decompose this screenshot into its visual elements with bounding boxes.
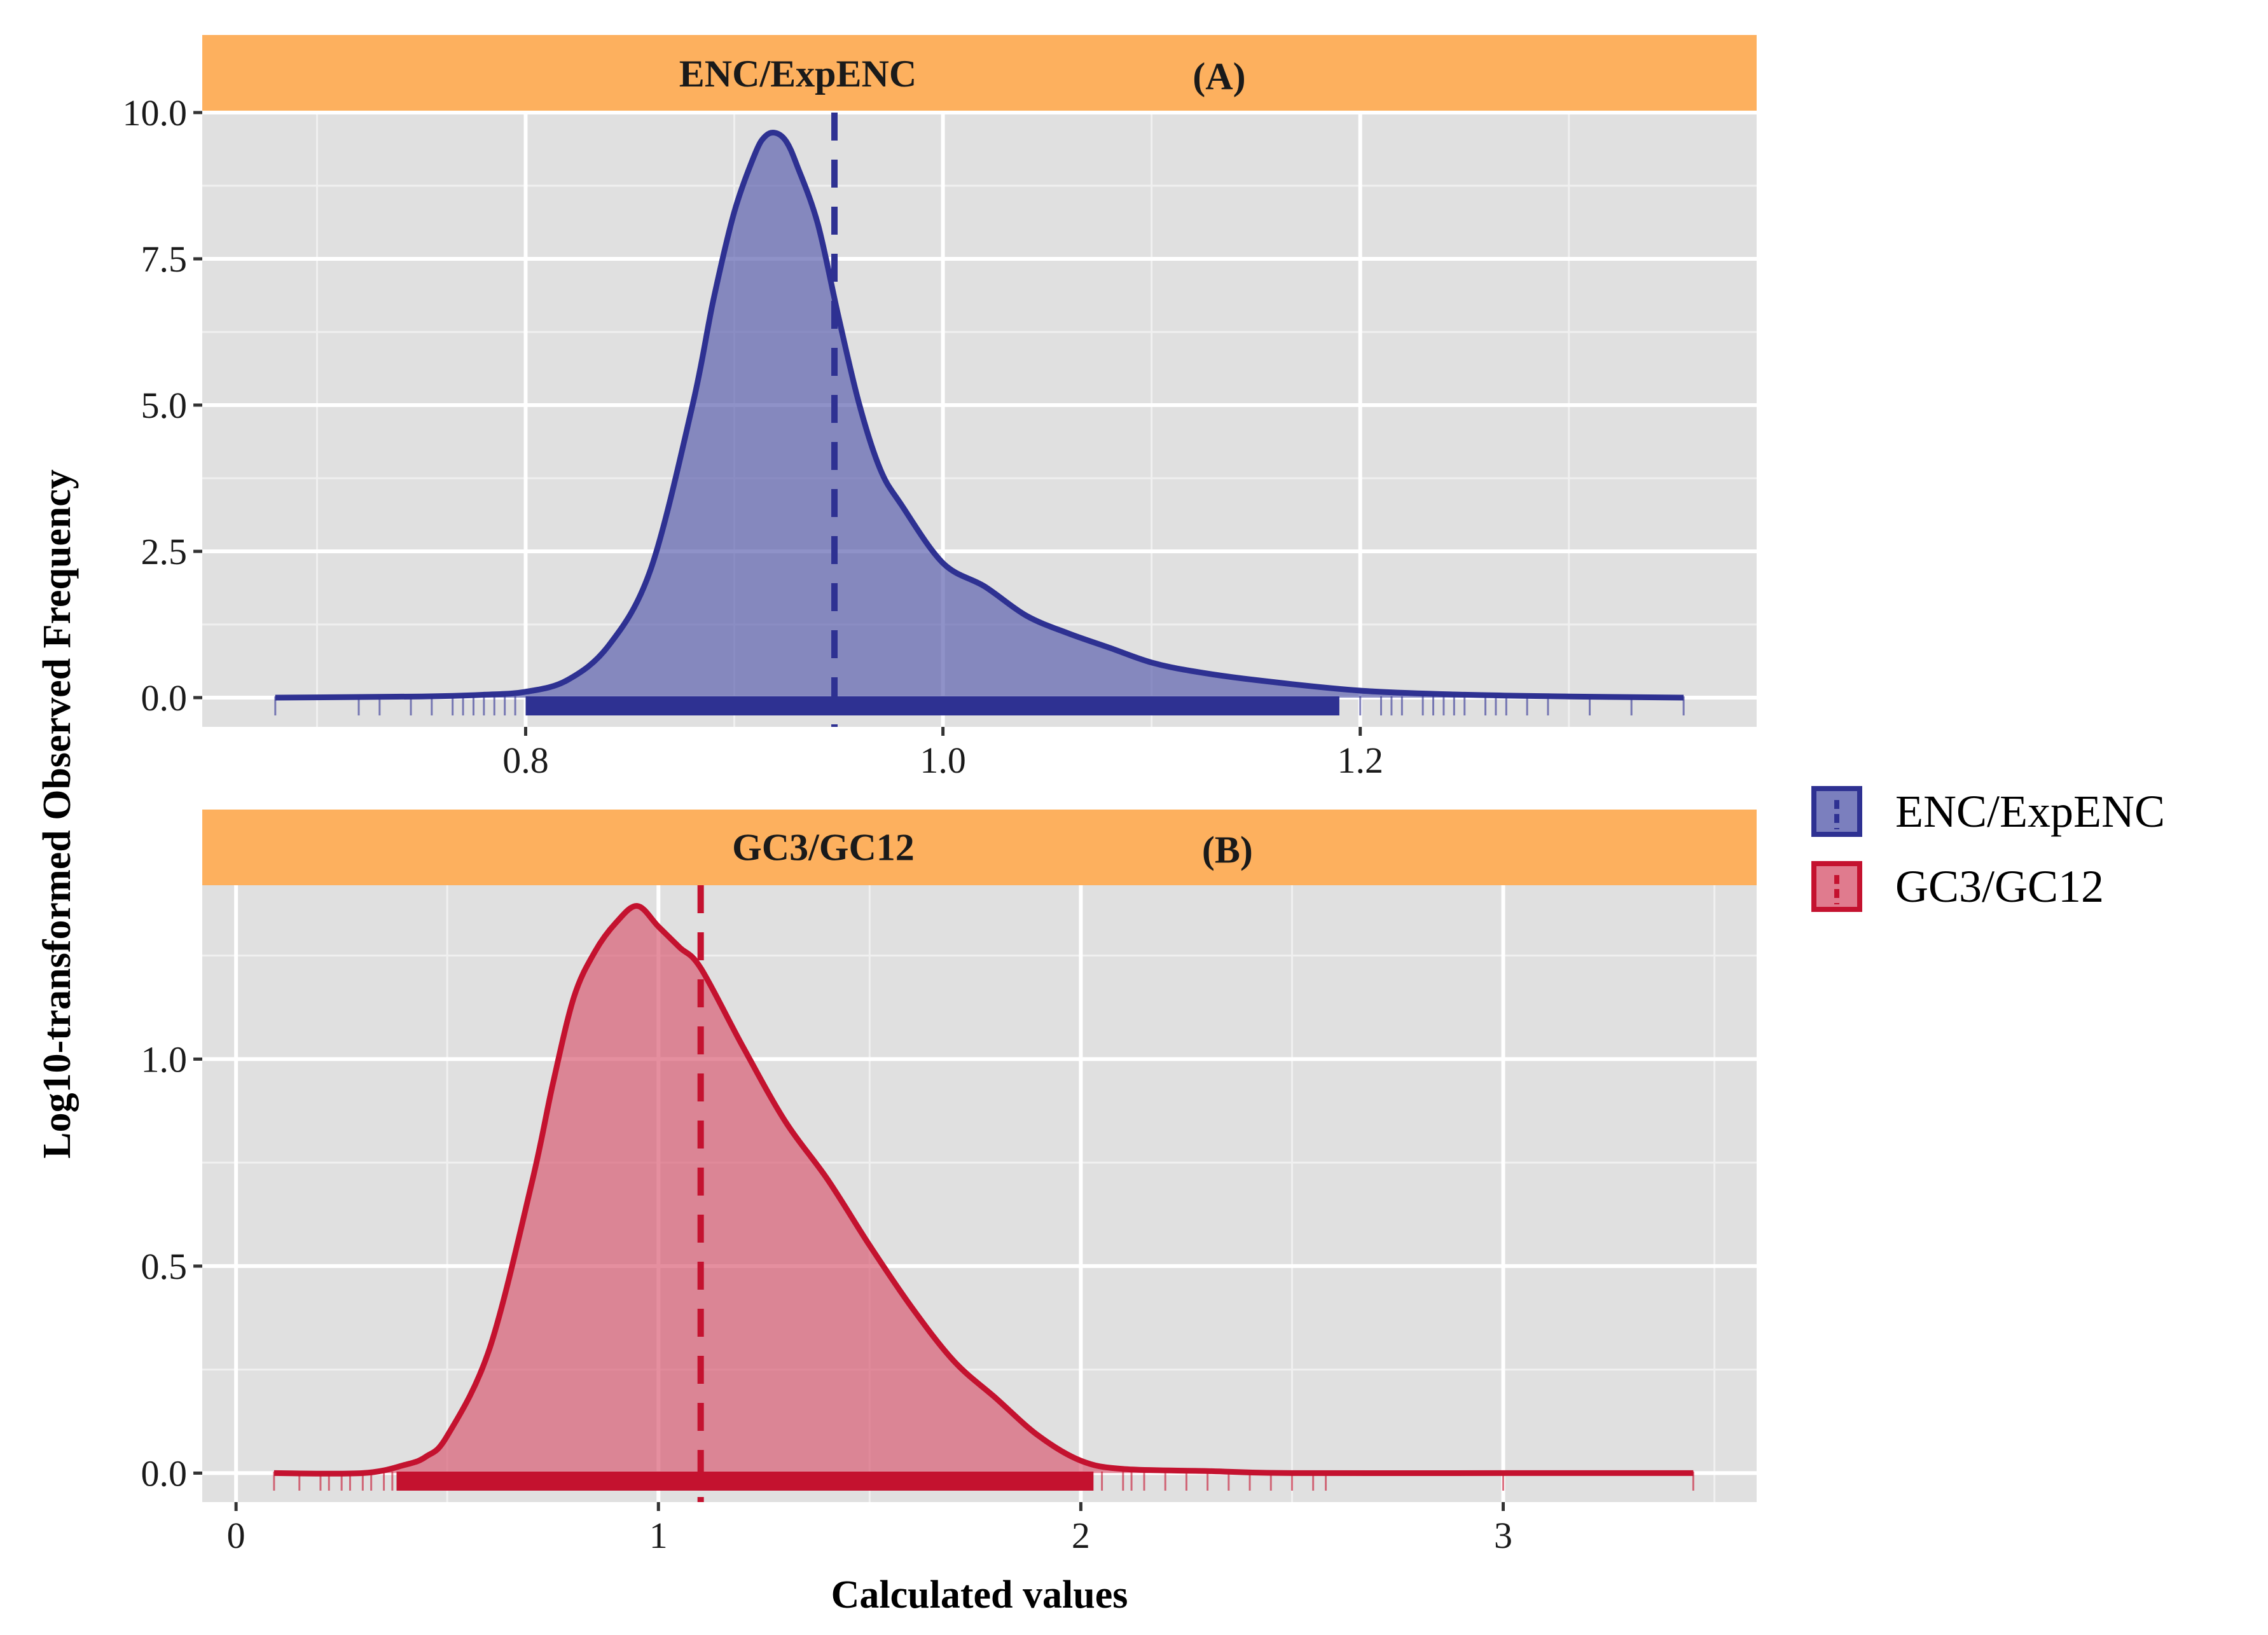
y-tick-label: 0.0: [141, 1452, 188, 1494]
y-tick-label: 0.0: [141, 677, 188, 719]
legend-key: [1811, 861, 1862, 912]
strip-title: ENC/ExpENC: [679, 53, 916, 95]
x-tick-label: 0.8: [502, 740, 549, 781]
x-tick-label: 1: [649, 1515, 668, 1556]
rug-band: [525, 696, 1339, 715]
y-tick-label: 1.0: [141, 1038, 188, 1080]
x-tick-label: 3: [1494, 1515, 1512, 1556]
density-area: [273, 906, 1694, 1474]
y-tick-label: 5.0: [141, 385, 188, 426]
x-tick-label: 1.0: [920, 740, 966, 781]
strip-tag: (B): [1202, 829, 1253, 871]
legend-label: ENC/ExpENC: [1895, 786, 2165, 837]
legend-swatch: [1811, 861, 1862, 912]
legend-swatch: [1811, 786, 1862, 837]
strip-title: GC3/GC12: [732, 827, 915, 869]
x-tick-label: 2: [1072, 1515, 1090, 1556]
y-tick-label: 7.5: [141, 238, 188, 280]
strip-tag: (A): [1193, 55, 1245, 97]
strip-a: [202, 35, 1757, 113]
legend-label: GC3/GC12: [1895, 861, 2104, 912]
strip-b: [202, 810, 1757, 885]
y-tick-label: 0.5: [141, 1246, 188, 1287]
y-axis-title: Log10-transformed Observed Frequency: [36, 469, 79, 1159]
y-tick-label: 10.0: [123, 92, 188, 134]
panel-b: GC3/GC12 (B) 0 1 2 3 0.0 0.5 1.0: [141, 810, 1757, 1556]
rug-band: [396, 1472, 1094, 1491]
density-line: [275, 130, 1684, 701]
y-tick-label: 2.5: [141, 531, 188, 572]
panel-a: ENC/ExpENC (A) 0.8 1.0 1.2 0.0 2.5 5.0 7.5 10.0: [123, 35, 1757, 781]
x-axis-title: Calculated values: [831, 1573, 1128, 1617]
density-line: [273, 903, 1694, 1477]
x-tick-label: 0: [227, 1515, 245, 1556]
x-tick-label: 1.2: [1337, 740, 1383, 781]
legend-key: [1811, 786, 1862, 837]
legend: ENC/ExpENC GC3/GC12: [1811, 786, 2165, 912]
